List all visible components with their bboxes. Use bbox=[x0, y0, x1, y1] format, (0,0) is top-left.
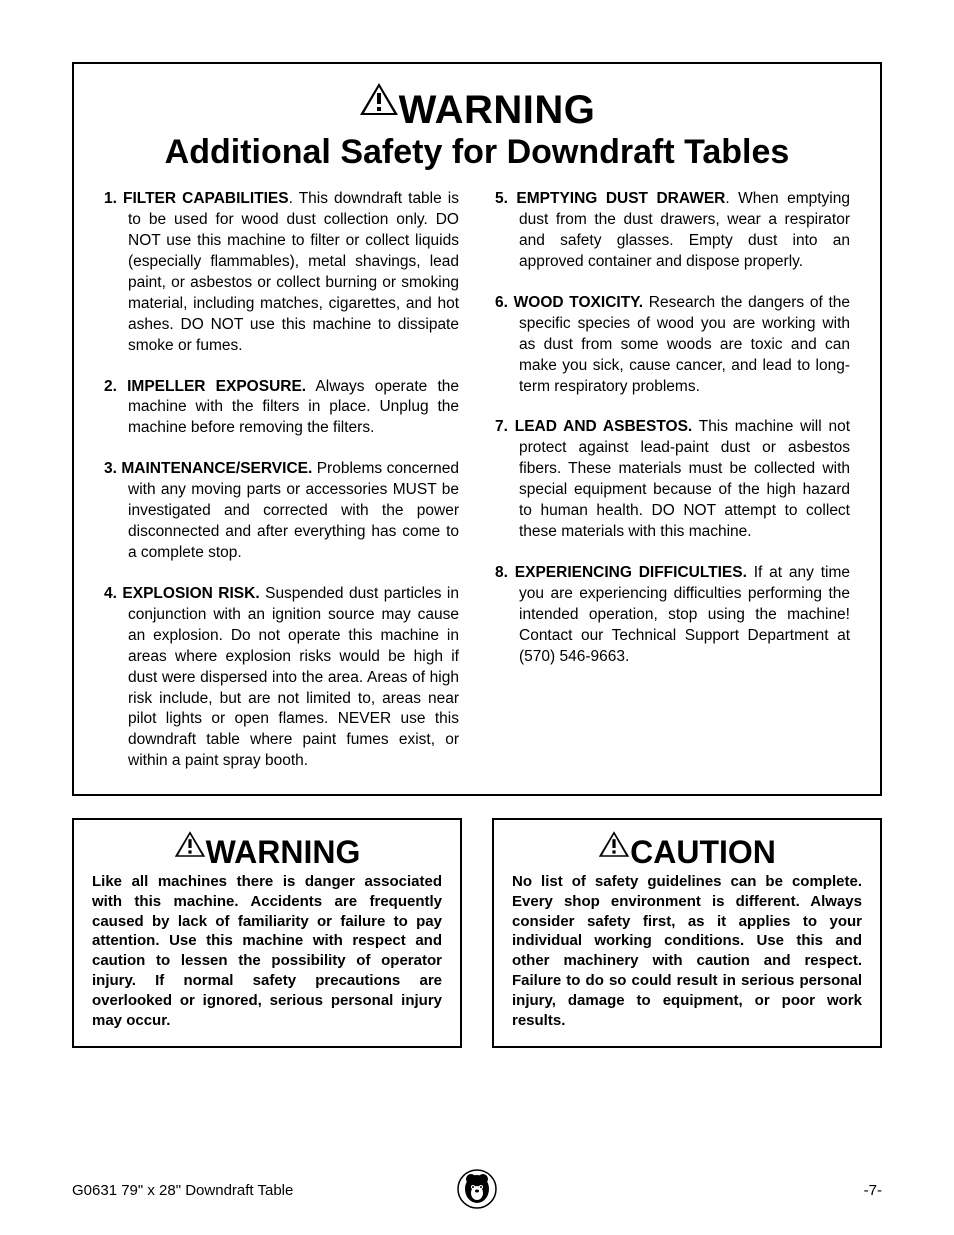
footer-left: G0631 79" x 28" Downdraft Table bbox=[72, 1182, 293, 1199]
safety-item: 7. LEAD AND ASBESTOS. This machine will … bbox=[495, 417, 850, 543]
item-body: Suspended dust particles in conjunction … bbox=[128, 585, 459, 769]
sub-boxes-row: WARNING Like all machines there is dange… bbox=[72, 818, 882, 1048]
item-title: EMPTYING DUST DRAWER bbox=[516, 190, 725, 207]
warning-label: WARNING bbox=[399, 90, 596, 130]
safety-item: 2. IMPELLER EXPOSURE. Always operate the… bbox=[104, 377, 459, 440]
safety-item: 5. EMPTYING DUST DRAWER. When emptying d… bbox=[495, 189, 850, 273]
safety-item: 3. MAINTENANCE/SERVICE. Problems concern… bbox=[104, 459, 459, 564]
item-title: WOOD TOXICITY. bbox=[514, 294, 643, 311]
item-number: 7. bbox=[495, 418, 508, 435]
main-safety-box: WARNING Additional Safety for Downdraft … bbox=[72, 62, 882, 796]
caution-sub-label: CAUTION bbox=[630, 836, 776, 868]
main-subtitle: Additional Safety for Downdraft Tables bbox=[104, 134, 850, 171]
page: WARNING Additional Safety for Downdraft … bbox=[0, 0, 954, 1235]
item-title: FILTER CAPABILITIES bbox=[123, 190, 289, 207]
warning-sub-body: Like all machines there is danger associ… bbox=[92, 872, 442, 1030]
safety-item: 1. FILTER CAPABILITIES. This downdraft t… bbox=[104, 189, 459, 356]
warning-header: WARNING bbox=[104, 82, 850, 130]
safety-columns: 1. FILTER CAPABILITIES. This downdraft t… bbox=[104, 189, 850, 772]
right-column: 5. EMPTYING DUST DRAWER. When emptying d… bbox=[495, 189, 850, 772]
item-number: 2. bbox=[104, 378, 117, 395]
left-column: 1. FILTER CAPABILITIES. This downdraft t… bbox=[104, 189, 459, 772]
item-number: 8. bbox=[495, 564, 508, 581]
safety-item: 4. EXPLOSION RISK. Suspended dust partic… bbox=[104, 584, 459, 772]
item-body: This machine will not protect against le… bbox=[519, 418, 850, 540]
warning-sub-box: WARNING Like all machines there is dange… bbox=[72, 818, 462, 1048]
safety-item: 8. EXPERIENCING DIFFICULTIES. If at any … bbox=[495, 563, 850, 668]
warning-sub-header: WARNING bbox=[92, 830, 442, 868]
caution-sub-header: CAUTION bbox=[512, 830, 862, 868]
item-number: 4. bbox=[104, 585, 117, 602]
item-title: LEAD AND ASBESTOS. bbox=[515, 418, 692, 435]
alert-triangle-icon bbox=[598, 830, 630, 858]
item-number: 6. bbox=[495, 294, 508, 311]
footer-right: -7- bbox=[864, 1182, 882, 1199]
item-title: IMPELLER EXPOSURE. bbox=[127, 378, 306, 395]
item-title: EXPLOSION RISK. bbox=[122, 585, 259, 602]
caution-sub-box: CAUTION No list of safety guidelines can… bbox=[492, 818, 882, 1048]
alert-triangle-icon bbox=[359, 82, 399, 116]
footer-logo-icon bbox=[457, 1169, 497, 1213]
item-number: 3. bbox=[104, 460, 117, 477]
item-body: . This downdraft table is to be used for… bbox=[128, 190, 459, 353]
warning-sub-label: WARNING bbox=[206, 836, 361, 868]
alert-triangle-icon bbox=[174, 830, 206, 858]
caution-sub-body: No list of safety guidelines can be comp… bbox=[512, 872, 862, 1030]
safety-item: 6. WOOD TOXICITY. Research the dangers o… bbox=[495, 293, 850, 398]
item-title: EXPERIENCING DIFFICULTIES. bbox=[515, 564, 747, 581]
item-number: 5. bbox=[495, 190, 508, 207]
item-number: 1. bbox=[104, 190, 117, 207]
page-footer: G0631 79" x 28" Downdraft Table -7- bbox=[72, 1182, 882, 1199]
item-title: MAINTENANCE/SERVICE. bbox=[121, 460, 312, 477]
